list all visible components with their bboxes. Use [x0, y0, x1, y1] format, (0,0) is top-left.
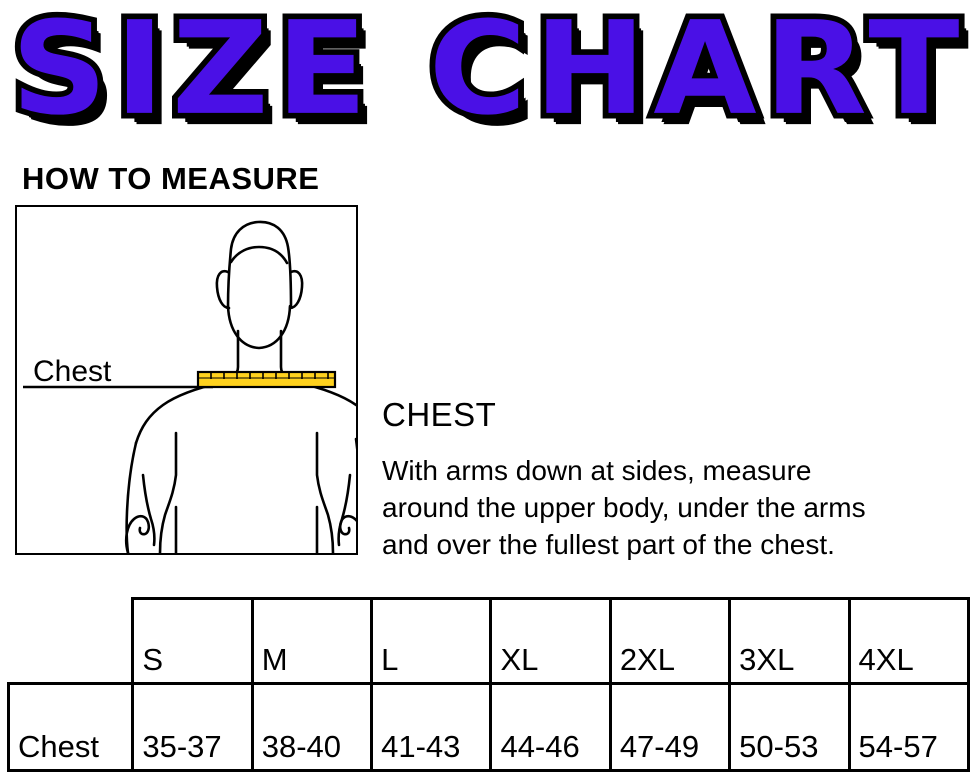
cell-chest-xl: 44-46 — [489, 682, 612, 772]
description-line-2: around the upper body, under the arms — [382, 492, 866, 523]
table-header-xl: XL — [489, 597, 612, 685]
table-header-row: S M L XL 2XL 3XL 4XL — [9, 597, 971, 685]
cell-chest-l: 41-43 — [370, 682, 493, 772]
table-row-chest: Chest 35-37 38-40 41-43 44-46 47-49 50-5… — [6, 682, 971, 772]
cell-chest-4xl: 54-57 — [847, 682, 971, 772]
chest-description-text: With arms down at sides, measure around … — [382, 452, 978, 563]
cell-chest-m: 38-40 — [250, 682, 374, 772]
description-line-3: and over the fullest part of the chest. — [382, 529, 835, 560]
table-corner-blank — [9, 599, 133, 684]
description-line-1: With arms down at sides, measure — [382, 455, 812, 486]
chest-callout-label: Chest — [33, 355, 112, 388]
male-torso-figure — [23, 220, 356, 553]
size-chart-table: S M L XL 2XL 3XL 4XL Chest 35-37 38-40 4… — [6, 597, 971, 772]
measurement-illustration-box — [15, 205, 358, 555]
page-title: SIZE CHART — [5, 0, 967, 149]
table-header-2xl: 2XL — [608, 597, 732, 685]
table-header-s: S — [131, 597, 254, 685]
measuring-tape — [196, 370, 337, 389]
table-header-l: L — [370, 597, 493, 685]
table-header-m: M — [250, 597, 374, 685]
cell-chest-3xl: 50-53 — [728, 682, 851, 772]
cell-chest-s: 35-37 — [131, 682, 254, 772]
row-label-chest: Chest — [6, 682, 135, 772]
table-header-3xl: 3XL — [728, 597, 851, 685]
how-to-measure-heading: HOW TO MEASURE — [22, 161, 320, 196]
cell-chest-2xl: 47-49 — [608, 682, 732, 772]
title-banner: SIZE CHART — [0, 0, 978, 149]
table-header-4xl: 4XL — [847, 597, 971, 685]
chest-description-heading: CHEST — [382, 396, 497, 433]
